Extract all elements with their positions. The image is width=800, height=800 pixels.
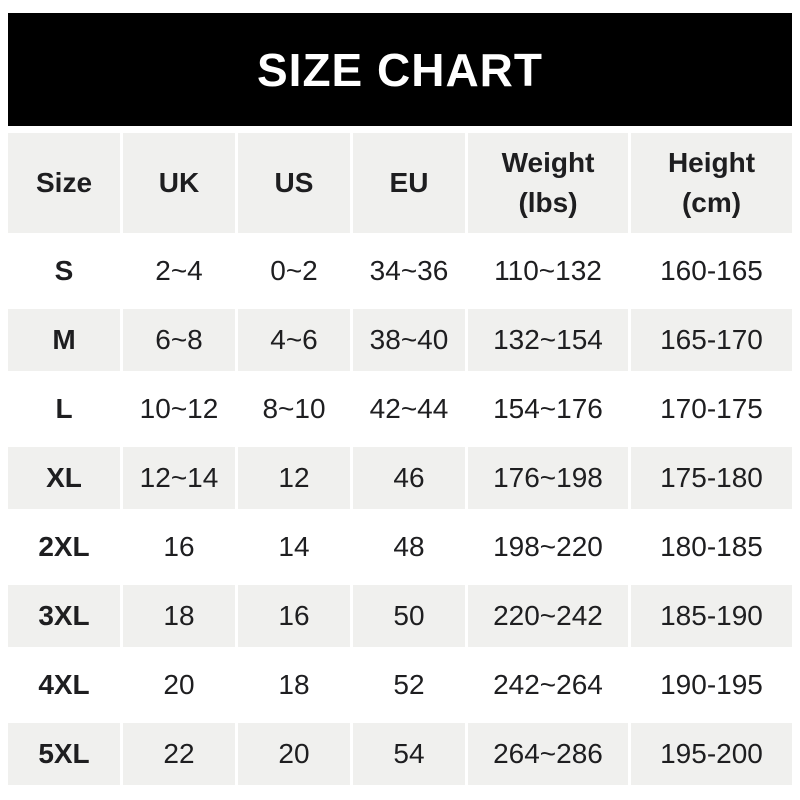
column-header-height: Height (cm) [631,133,792,233]
cell-height: 195-200 [631,723,792,785]
cell-uk: 2~4 [123,240,235,302]
cell-size: L [8,378,120,440]
cell-weight: 154~176 [468,378,628,440]
cell-us: 20 [238,723,350,785]
cell-height: 165-170 [631,309,792,371]
size-chart-table: Size UK US EU Weight (lbs) [5,126,795,792]
column-header-weight: Weight (lbs) [468,133,628,233]
table-row: 5XL 22 20 54 264~286 195-200 [8,723,792,785]
table-row: XL 12~14 12 46 176~198 175-180 [8,447,792,509]
table-row: 3XL 18 16 50 220~242 185-190 [8,585,792,647]
column-header-label: Height [667,147,756,178]
cell-uk: 16 [123,516,235,578]
cell-us: 4~6 [238,309,350,371]
cell-us: 18 [238,654,350,716]
cell-uk: 18 [123,585,235,647]
table-row: M 6~8 4~6 38~40 132~154 165-170 [8,309,792,371]
cell-eu: 52 [353,654,465,716]
cell-size: 2XL [8,516,120,578]
cell-height: 170-175 [631,378,792,440]
cell-us: 16 [238,585,350,647]
cell-eu: 50 [353,585,465,647]
table-row: S 2~4 0~2 34~36 110~132 160-165 [8,240,792,302]
cell-size: 3XL [8,585,120,647]
cell-weight: 110~132 [468,240,628,302]
cell-us: 0~2 [238,240,350,302]
column-header-eu: EU [353,133,465,233]
cell-eu: 38~40 [353,309,465,371]
cell-weight: 176~198 [468,447,628,509]
table-row: 4XL 20 18 52 242~264 190-195 [8,654,792,716]
table-row: L 10~12 8~10 42~44 154~176 170-175 [8,378,792,440]
cell-height: 185-190 [631,585,792,647]
cell-us: 14 [238,516,350,578]
cell-us: 12 [238,447,350,509]
table-row: 2XL 16 14 48 198~220 180-185 [8,516,792,578]
cell-uk: 12~14 [123,447,235,509]
column-header-us: US [238,133,350,233]
column-header-uk: UK [123,133,235,233]
title-banner: SIZE CHART [8,13,792,126]
cell-eu: 54 [353,723,465,785]
header-row: Size UK US EU Weight (lbs) [8,133,792,233]
cell-eu: 46 [353,447,465,509]
column-header-sublabel: (cm) [681,187,742,218]
cell-uk: 22 [123,723,235,785]
cell-eu: 42~44 [353,378,465,440]
cell-size: 4XL [8,654,120,716]
column-header-label: Size [35,167,93,198]
cell-weight: 220~242 [468,585,628,647]
cell-weight: 132~154 [468,309,628,371]
cell-size: 5XL [8,723,120,785]
cell-height: 175-180 [631,447,792,509]
cell-uk: 10~12 [123,378,235,440]
cell-height: 190-195 [631,654,792,716]
page-title: SIZE CHART [257,43,543,96]
cell-eu: 48 [353,516,465,578]
cell-weight: 198~220 [468,516,628,578]
cell-weight: 242~264 [468,654,628,716]
cell-us: 8~10 [238,378,350,440]
cell-size: M [8,309,120,371]
column-header-size: Size [8,133,120,233]
column-header-label: US [274,167,314,198]
column-header-label: UK [158,167,200,198]
column-header-sublabel: (lbs) [518,187,578,218]
cell-uk: 6~8 [123,309,235,371]
cell-height: 180-185 [631,516,792,578]
column-header-label: EU [389,167,429,198]
cell-height: 160-165 [631,240,792,302]
cell-weight: 264~286 [468,723,628,785]
cell-size: S [8,240,120,302]
cell-size: XL [8,447,120,509]
column-header-label: Weight [501,147,595,178]
cell-eu: 34~36 [353,240,465,302]
cell-uk: 20 [123,654,235,716]
